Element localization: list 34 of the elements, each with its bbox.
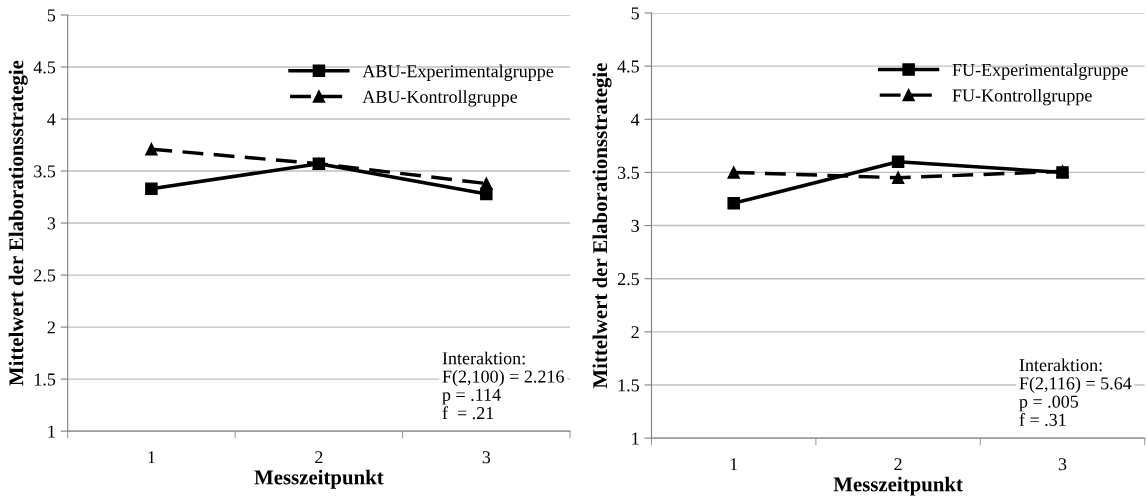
annotation: Interaktion: F(2,100) = 2.216 p = .114 f = .21 (442, 351, 564, 420)
y-tick-label: 5 (631, 7, 639, 20)
x-tick-label: 1 (730, 458, 738, 471)
y-tick-label: 4.5 (617, 60, 639, 73)
y-tick-label: 2 (631, 326, 639, 339)
y-axis-title: Mittelwert der Elaborationsstrategie (592, 63, 612, 389)
y-tick-label: 3.5 (34, 165, 56, 178)
legend-label: FU-Experimentalgruppe (952, 63, 1128, 80)
x-tick-label: 2 (315, 451, 323, 464)
x-axis-title: Messzeitpunkt (254, 469, 384, 489)
annotation: Interaktion: F(2,116) = 5.64 p = .005 f = .31 (1019, 358, 1132, 427)
x-tick-label: 3 (1058, 458, 1067, 471)
y-tick-label: 1.5 (34, 373, 56, 386)
y-tick-label: 4 (631, 113, 640, 126)
y-axis-title: Mittelwert der Elaborationsstrategie (8, 60, 28, 386)
legend-label: ABU-Experimentalgruppe (362, 64, 554, 82)
y-tick-label: 4 (47, 113, 56, 126)
y-tick-label: 2 (47, 321, 55, 334)
y-tick-label: 1 (48, 425, 55, 438)
y-tick-label: 3.5 (617, 166, 639, 179)
y-tick-label: 2.5 (34, 269, 56, 282)
y-tick-label: 3 (47, 217, 56, 230)
y-tick-label: 2.5 (617, 273, 639, 286)
x-tick-label: 1 (148, 451, 155, 464)
legend-label: FU-Kontrollgruppe (952, 88, 1092, 106)
x-axis-title: Messzeitpunkt (833, 476, 963, 496)
x-tick-label: 2 (894, 458, 902, 471)
x-tick-label: 3 (482, 451, 491, 464)
y-tick-label: 5 (47, 9, 56, 22)
y-tick-label: 1.5 (618, 379, 639, 392)
y-tick-label: 4.5 (33, 61, 56, 74)
y-tick-label: 3 (631, 219, 639, 232)
y-tick-label: 1 (632, 432, 639, 445)
legend-label: ABU-Kontrollgruppe (362, 90, 518, 107)
